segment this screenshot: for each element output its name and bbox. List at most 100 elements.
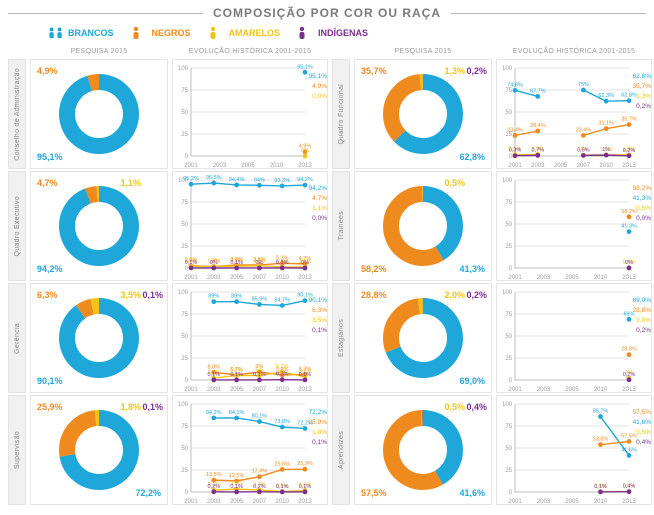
svg-text:0,1%: 0,1%: [230, 372, 243, 378]
svg-text:62,3%: 62,3%: [598, 93, 614, 99]
svg-text:25,9%: 25,9%: [309, 419, 328, 426]
donut-chart: 72,2%25,9%1,8%0,1%: [31, 396, 167, 504]
donut-value-label: 0,1%: [142, 402, 163, 412]
rule-left: [8, 13, 203, 14]
svg-text:100: 100: [502, 66, 513, 72]
svg-text:100: 100: [178, 290, 189, 296]
donut-value-label: 4,9%: [37, 66, 58, 76]
svg-text:13,5%: 13,5%: [206, 472, 222, 478]
svg-text:2013: 2013: [622, 387, 636, 393]
svg-text:0,4%: 0,4%: [623, 484, 636, 490]
donut-chart: 95,1% 4,9%: [31, 60, 167, 168]
svg-text:25: 25: [181, 468, 188, 474]
donut-value-label: 0,2%: [466, 66, 487, 76]
svg-text:2007: 2007: [253, 499, 267, 505]
line-chart-svg: 0255075100 41,3%58,2%0,5%0%2001200320052…: [497, 172, 652, 281]
svg-text:100: 100: [178, 402, 189, 408]
svg-text:50: 50: [181, 222, 188, 228]
svg-text:100: 100: [502, 178, 513, 184]
svg-text:41,6%: 41,6%: [633, 419, 652, 426]
donut-value-label: 4,7%: [37, 178, 58, 188]
svg-text:17,4%: 17,4%: [252, 469, 268, 475]
svg-text:95,1%: 95,1%: [297, 64, 313, 70]
svg-text:75: 75: [181, 424, 188, 430]
chart-grid: Conselho de Administração 95,1%4,9% 0255…: [8, 59, 646, 505]
svg-text:1,1%: 1,1%: [312, 205, 327, 212]
svg-text:50: 50: [505, 334, 512, 340]
svg-text:25: 25: [181, 244, 188, 250]
svg-text:23,4%: 23,4%: [507, 127, 523, 133]
donut-value-label: 95,1%: [37, 152, 63, 162]
line-chart: 0255075100 95,1%4,9%0%200120032005201020…: [173, 60, 327, 168]
row-label: Quadro Funcional: [332, 59, 350, 169]
svg-text:94,2%: 94,2%: [309, 185, 328, 192]
page: COMPOSIÇÃO POR COR OU RAÇA BRANCOSNEGROS…: [0, 0, 654, 515]
svg-text:94,2%: 94,2%: [297, 177, 313, 183]
svg-text:96,5%: 96,5%: [206, 175, 222, 181]
svg-text:93,3%: 93,3%: [274, 178, 290, 184]
legend-item-negros: NEGROS: [132, 26, 191, 40]
svg-text:0,6%: 0,6%: [577, 147, 590, 153]
line-chart: 0255075100 89%89%85,9%84,7%90,1%8,8%5,7%…: [173, 284, 327, 392]
donut-value-label: 41,3%: [459, 264, 485, 274]
svg-text:67,7%: 67,7%: [530, 88, 546, 94]
column-headers: PESQUISA 2015 EVOLUÇÃO HISTÓRICA 2001-20…: [8, 46, 646, 57]
svg-text:75: 75: [181, 88, 188, 94]
line-chart-svg: 0255075100 95,1%4,9%0%200120032005201020…: [173, 60, 328, 169]
person-icon: [298, 26, 314, 40]
svg-text:50: 50: [181, 334, 188, 340]
svg-text:2005: 2005: [230, 499, 244, 505]
svg-text:74,6%: 74,6%: [507, 82, 523, 88]
line-chart-svg: 0255075100 84,2%84,1%80,1%73,8%72,2%13,5…: [173, 396, 328, 505]
svg-text:2010: 2010: [276, 387, 290, 393]
donut-cell: 41,6%57,5%0,5%0,4%: [354, 395, 492, 505]
donut-value-label: 3,5%: [120, 290, 141, 300]
svg-text:95,1%: 95,1%: [309, 73, 328, 80]
svg-text:2005: 2005: [230, 275, 244, 281]
legend-label: INDÍGENAS: [318, 28, 368, 38]
donut-chart: 41,6%57,5%0,5%0,4%: [355, 396, 491, 504]
donut-value-label: 0,5%: [444, 402, 465, 412]
row-label-text: Aprendizes: [338, 431, 345, 469]
svg-text:84,1%: 84,1%: [229, 410, 245, 416]
svg-text:2003: 2003: [207, 499, 221, 505]
svg-text:0%: 0%: [301, 148, 309, 154]
svg-text:2003: 2003: [537, 275, 551, 281]
svg-text:57,5%: 57,5%: [621, 433, 637, 439]
donut-value-label: 0,2%: [466, 290, 487, 300]
svg-text:23,4%: 23,4%: [576, 127, 592, 133]
svg-text:89%: 89%: [208, 294, 219, 300]
svg-text:0,1%: 0,1%: [276, 484, 289, 490]
line-cell: 0255075100 85,7%41,6%53,8%57,5%0,4%0,5%0…: [496, 395, 652, 505]
svg-text:0,1%: 0,1%: [594, 484, 607, 490]
svg-text:75: 75: [505, 312, 512, 318]
donut-value-label: 0,4%: [466, 402, 487, 412]
svg-text:75%: 75%: [578, 82, 589, 88]
svg-text:0%: 0%: [210, 260, 218, 266]
svg-text:50: 50: [505, 446, 512, 452]
svg-text:2,0%: 2,0%: [636, 317, 651, 324]
svg-text:2003: 2003: [531, 163, 545, 169]
donut-value-label: 35,7%: [361, 66, 387, 76]
line-chart: 0255075100 95,2%96,5%94,4%94%93,3%94,2%2…: [173, 172, 327, 280]
svg-text:0,1%: 0,1%: [299, 372, 312, 378]
person-icon: [209, 26, 225, 40]
legend-item-amarelos: AMARELOS: [209, 26, 281, 40]
line-chart-svg: 0255075100 74,6%67,7%75%62,3%62,8%23,4%2…: [497, 60, 652, 169]
donut-cell: 90,1%6,3%3,5%0,1%: [30, 283, 168, 393]
svg-text:2013: 2013: [622, 275, 636, 281]
svg-text:69,0%: 69,0%: [633, 297, 652, 304]
svg-text:12,5%: 12,5%: [229, 473, 245, 479]
svg-text:2010: 2010: [594, 499, 608, 505]
svg-text:0%: 0%: [625, 260, 633, 266]
donut-value-label: 1,8%: [120, 402, 141, 412]
row-label-text: Quadro Funcional: [338, 84, 345, 144]
svg-text:31,1%: 31,1%: [598, 121, 614, 127]
svg-text:0,2%: 0,2%: [636, 103, 651, 110]
svg-text:2010: 2010: [594, 387, 608, 393]
line-chart-svg: 0255075100 85,7%41,6%53,8%57,5%0,4%0,5%0…: [497, 396, 652, 505]
donut-cell: 62,8%35,7%1,3%0,2%: [354, 59, 492, 169]
legend-item-brancos: BRANCOS: [48, 26, 114, 40]
svg-text:2003: 2003: [537, 387, 551, 393]
line-cell: 0255075100 89%89%85,9%84,7%90,1%8,8%5,7%…: [172, 283, 328, 393]
